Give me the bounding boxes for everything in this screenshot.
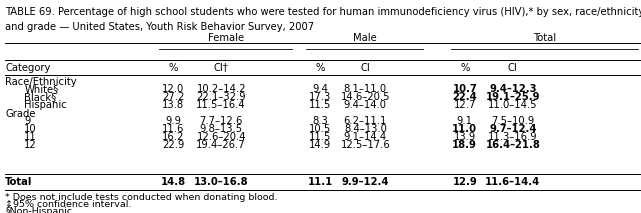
Text: 9.9–12.4: 9.9–12.4 xyxy=(342,177,389,187)
Text: 9: 9 xyxy=(24,117,31,126)
Text: 11.1: 11.1 xyxy=(308,177,333,187)
Text: 9.4–14.0: 9.4–14.0 xyxy=(344,100,387,110)
Text: 12.6–20.4: 12.6–20.4 xyxy=(196,132,246,142)
Text: Category: Category xyxy=(5,63,51,72)
Text: 22.9: 22.9 xyxy=(162,140,184,150)
Text: CI†: CI† xyxy=(213,63,229,72)
Text: CI: CI xyxy=(508,63,518,72)
Text: 11.3–16.9: 11.3–16.9 xyxy=(488,132,538,142)
Text: 9.4–12.3: 9.4–12.3 xyxy=(489,85,537,94)
Text: 13.0–16.8: 13.0–16.8 xyxy=(194,177,249,187)
Text: Male: Male xyxy=(353,33,377,43)
Text: 9.7–12.4: 9.7–12.4 xyxy=(489,124,537,134)
Text: 11.0: 11.0 xyxy=(452,124,478,134)
Text: 9.8–13.5: 9.8–13.5 xyxy=(199,124,243,134)
Text: 7.5–10.9: 7.5–10.9 xyxy=(491,117,535,126)
Text: 10.5: 10.5 xyxy=(310,124,331,134)
Text: ↕95% confidence interval.: ↕95% confidence interval. xyxy=(5,200,131,209)
Text: 14.6–20.5: 14.6–20.5 xyxy=(340,92,390,102)
Text: 12: 12 xyxy=(24,140,37,150)
Text: 7.7–12.6: 7.7–12.6 xyxy=(199,117,243,126)
Text: 13.8: 13.8 xyxy=(162,100,184,110)
Text: 12.7: 12.7 xyxy=(454,100,476,110)
Text: 9.9: 9.9 xyxy=(165,117,181,126)
Text: 10.2–14.2: 10.2–14.2 xyxy=(196,85,246,94)
Text: * Does not include tests conducted when donating blood.: * Does not include tests conducted when … xyxy=(5,193,278,202)
Text: 6.2–11.1: 6.2–11.1 xyxy=(344,117,387,126)
Text: TABLE 69. Percentage of high school students who were tested for human immunodef: TABLE 69. Percentage of high school stud… xyxy=(5,7,641,17)
Text: 11.5–16.4: 11.5–16.4 xyxy=(196,100,246,110)
Text: 13.9: 13.9 xyxy=(454,132,476,142)
Text: 16.4–21.8: 16.4–21.8 xyxy=(485,140,540,150)
Text: Total: Total xyxy=(533,33,556,43)
Text: 12.0: 12.0 xyxy=(162,85,184,94)
Text: 9.4: 9.4 xyxy=(313,85,328,94)
Text: Total: Total xyxy=(5,177,33,187)
Text: %: % xyxy=(316,63,325,72)
Text: 27.2: 27.2 xyxy=(162,92,184,102)
Text: 11.5: 11.5 xyxy=(310,132,331,142)
Text: 11.6: 11.6 xyxy=(162,124,184,134)
Text: 12.9: 12.9 xyxy=(453,177,477,187)
Text: White§: White§ xyxy=(24,85,58,94)
Text: CI: CI xyxy=(360,63,370,72)
Text: 8.4–13.0: 8.4–13.0 xyxy=(344,124,387,134)
Text: 22.1–32.9: 22.1–32.9 xyxy=(196,92,246,102)
Text: 10.7: 10.7 xyxy=(453,85,477,94)
Text: 18.9: 18.9 xyxy=(453,140,477,150)
Text: 9.1: 9.1 xyxy=(457,117,472,126)
Text: Female: Female xyxy=(208,33,244,43)
Text: 16.2: 16.2 xyxy=(162,132,184,142)
Text: and grade — United States, Youth Risk Behavior Survey, 2007: and grade — United States, Youth Risk Be… xyxy=(5,22,314,32)
Text: 8.1–11.0: 8.1–11.0 xyxy=(344,85,387,94)
Text: Grade: Grade xyxy=(5,109,36,118)
Text: Black§: Black§ xyxy=(24,92,56,102)
Text: 22.4: 22.4 xyxy=(453,92,477,102)
Text: 9.1–14.4: 9.1–14.4 xyxy=(344,132,387,142)
Text: 11.6–14.4: 11.6–14.4 xyxy=(485,177,540,187)
Text: Hispanic: Hispanic xyxy=(24,100,67,110)
Text: 11: 11 xyxy=(24,132,37,142)
Text: 11.0–14.5: 11.0–14.5 xyxy=(488,100,538,110)
Text: 8.3: 8.3 xyxy=(313,117,328,126)
Text: 11.5: 11.5 xyxy=(310,100,331,110)
Text: 17.3: 17.3 xyxy=(310,92,331,102)
Text: %: % xyxy=(169,63,178,72)
Text: 10: 10 xyxy=(24,124,37,134)
Text: Race/Ethnicity: Race/Ethnicity xyxy=(5,77,77,86)
Text: 12.5–17.6: 12.5–17.6 xyxy=(340,140,390,150)
Text: 14.8: 14.8 xyxy=(160,177,186,187)
Text: 14.9: 14.9 xyxy=(310,140,331,150)
Text: 19.4–26.7: 19.4–26.7 xyxy=(196,140,246,150)
Text: %: % xyxy=(460,63,469,72)
Text: §Non-Hispanic.: §Non-Hispanic. xyxy=(5,207,75,213)
Text: 19.1–25.9: 19.1–25.9 xyxy=(485,92,540,102)
